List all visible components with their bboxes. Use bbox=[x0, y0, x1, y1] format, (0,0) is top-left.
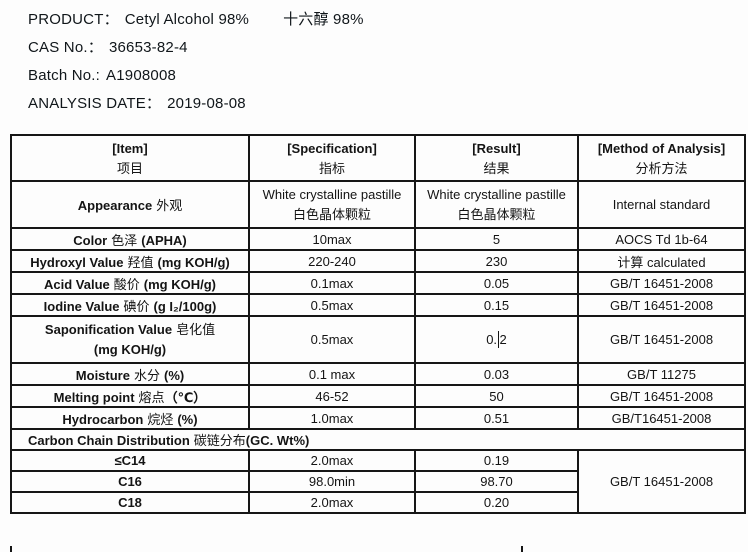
cell-result: 230 bbox=[414, 249, 579, 273]
cell-result: 98.70 bbox=[414, 470, 579, 493]
table-row-hydroxyl-value: Hydroxyl Value 羟值 (mg KOH/g) 220-240 230 计… bbox=[10, 249, 746, 273]
cell-method: GB/T 16451-2008 bbox=[577, 293, 746, 317]
cutoff-row-left-border bbox=[10, 546, 12, 552]
table-row-hydrocarbon: Hydrocarbon 烷烃 (%) 1.0max 0.51 GB/T16451-2… bbox=[10, 406, 746, 430]
cell-item: Moisture 水分 (%) bbox=[10, 362, 250, 386]
cell-specification: 2.0max bbox=[248, 449, 416, 472]
cell-result: White crystalline pastille 白色晶体颗粒 bbox=[414, 180, 579, 229]
cell-specification: 0.5max bbox=[248, 293, 416, 317]
column-header-method: [Method of Analysis] 分析方法 bbox=[577, 134, 746, 182]
cas-value: 36653-82-4 bbox=[108, 39, 188, 56]
table-row-c14: ≤C14 2.0max 0.19 GB/T 16451-2008 bbox=[10, 449, 746, 514]
cell-specification: 98.0min bbox=[248, 470, 416, 493]
cell-result: 0.03 bbox=[414, 362, 579, 386]
document-header: PRODUCT： Cetyl Alcohol 98% 十六醇 98% CAS No.… bbox=[28, 6, 364, 118]
product-line: PRODUCT： Cetyl Alcohol 98% 十六醇 98% bbox=[28, 6, 364, 34]
cell-specification: 0.5max bbox=[248, 315, 416, 364]
table-row-iodine-value: Iodine Value 碘价 (g I₂/100g) 0.5max 0.15 GB… bbox=[10, 293, 746, 317]
cell-result: 0.51 bbox=[414, 406, 579, 430]
cutoff-row-column-border bbox=[521, 546, 523, 552]
cas-line: CAS No.： 36653-82-4 bbox=[28, 34, 364, 62]
analysis-date-label: ANALYSIS DATE： bbox=[28, 95, 162, 112]
table-row-saponification-value: Saponification Value 皂化值 (mg KOH/g) 0.5ma… bbox=[10, 315, 746, 364]
cell-specification: 0.1 max bbox=[248, 362, 416, 386]
cell-item: C16 bbox=[10, 470, 250, 493]
cell-method: GB/T 16451-2008 bbox=[577, 384, 746, 408]
cell-method: GB/T 16451-2008 bbox=[577, 315, 746, 364]
product-value-cn: 十六醇 98% bbox=[283, 11, 364, 28]
cell-item: Appearance 外观 bbox=[10, 180, 250, 229]
cell-method: 计算 calculated bbox=[577, 249, 746, 273]
product-value: Cetyl Alcohol 98% bbox=[124, 11, 250, 28]
section-title: Carbon Chain Distribution 碳链分布(GC. Wt%) bbox=[10, 428, 746, 451]
product-label: PRODUCT： bbox=[28, 11, 119, 28]
table-row-c16: C16 98.0min 98.70 bbox=[10, 470, 745, 493]
cell-item: Hydroxyl Value 羟值 (mg KOH/g) bbox=[10, 249, 250, 273]
cell-result: 0. 2 bbox=[414, 315, 579, 364]
cell-specification: 46-52 bbox=[248, 384, 416, 408]
cell-item: Hydrocarbon 烷烃 (%) bbox=[10, 406, 250, 430]
cas-label: CAS No.： bbox=[28, 39, 103, 56]
cell-result: 0.19 bbox=[414, 449, 579, 472]
cell-specification: 10max bbox=[248, 227, 416, 251]
table-row-melting-point: Melting point 熔点（℃） 46-52 50 GB/T 16451-2… bbox=[10, 384, 746, 408]
batch-line: Batch No.: A1908008 bbox=[28, 62, 364, 90]
cell-specification: White crystalline pastille 白色晶体颗粒 bbox=[248, 180, 416, 229]
cell-method: GB/T 16451-2008 bbox=[577, 271, 746, 295]
cell-result: 0.05 bbox=[414, 271, 579, 295]
cell-method: GB/T 11275 bbox=[577, 362, 746, 386]
cell-result: 0.20 bbox=[414, 491, 579, 514]
column-header-item: [Item] 项目 bbox=[10, 134, 250, 182]
cell-item: Iodine Value 碘价 (g I₂/100g) bbox=[10, 293, 250, 317]
column-header-specification: [Specification] 指标 bbox=[248, 134, 416, 182]
table-row-moisture: Moisture 水分 (%) 0.1 max 0.03 GB/T 11275 bbox=[10, 362, 746, 386]
table-section-carbon-chain: Carbon Chain Distribution 碳链分布(GC. Wt%) bbox=[10, 428, 746, 451]
cell-item: Saponification Value 皂化值 (mg KOH/g) bbox=[10, 315, 250, 364]
analysis-date-value: 2019-08-08 bbox=[167, 95, 246, 112]
analysis-date-line: ANALYSIS DATE： 2019-08-08 bbox=[28, 90, 364, 118]
cell-specification: 0.1max bbox=[248, 271, 416, 295]
cell-result: 50 bbox=[414, 384, 579, 408]
table-row-color: Color 色泽 (APHA) 10max 5 AOCS Td 1b-64 bbox=[10, 227, 746, 251]
cell-method: AOCS Td 1b-64 bbox=[577, 227, 746, 251]
cell-specification: 1.0max bbox=[248, 406, 416, 430]
table-row-c18: C18 2.0max 0.20 bbox=[10, 491, 745, 514]
cell-item: ≤C14 bbox=[10, 449, 250, 472]
cell-item: Melting point 熔点（℃） bbox=[10, 384, 250, 408]
cell-item: Color 色泽 (APHA) bbox=[10, 227, 250, 251]
column-header-result: [Result] 结果 bbox=[414, 134, 579, 182]
table-row-appearance: Appearance 外观 White crystalline pastille … bbox=[10, 180, 746, 229]
analysis-table: [Item] 项目 [Specification] 指标 [Result] 结果… bbox=[10, 134, 746, 514]
batch-value: A1908008 bbox=[106, 67, 177, 84]
cell-method: Internal standard bbox=[577, 180, 746, 229]
batch-label: Batch No.: bbox=[28, 67, 101, 84]
table-row-acid-value: Acid Value 酸价 (mg KOH/g) 0.1max 0.05 GB/T … bbox=[10, 271, 746, 295]
cell-specification: 2.0max bbox=[248, 491, 416, 514]
table-header-row: [Item] 项目 [Specification] 指标 [Result] 结果… bbox=[10, 134, 746, 182]
cell-result: 5 bbox=[414, 227, 579, 251]
cell-method: GB/T16451-2008 bbox=[577, 406, 746, 430]
cell-item: C18 bbox=[10, 491, 250, 514]
cell-method-merged: GB/T 16451-2008 bbox=[577, 449, 746, 514]
cell-item: Acid Value 酸价 (mg KOH/g) bbox=[10, 271, 250, 295]
cell-specification: 220-240 bbox=[248, 249, 416, 273]
text-caret bbox=[497, 331, 500, 348]
cell-result: 0.15 bbox=[414, 293, 579, 317]
